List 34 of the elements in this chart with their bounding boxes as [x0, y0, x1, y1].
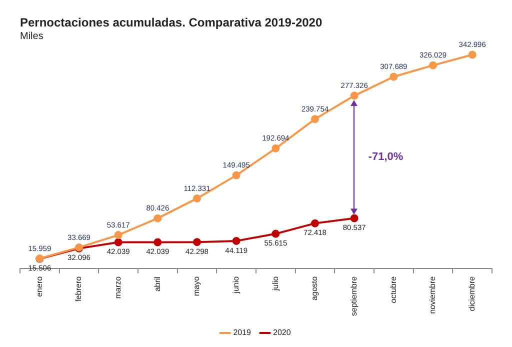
point	[154, 214, 162, 222]
annotation: -71,0%	[368, 150, 404, 163]
point	[468, 50, 476, 59]
x-tick-label: enero	[34, 276, 44, 297]
x-tick-label: diciembre	[468, 276, 477, 312]
x-tick-label: marzo	[114, 276, 123, 299]
x-tick-label: noviembre	[428, 276, 438, 314]
point	[390, 72, 398, 81]
point	[154, 238, 162, 246]
point	[429, 61, 437, 70]
x-tick-label: junio	[232, 276, 241, 294]
point	[114, 238, 122, 246]
x-tick-label: julio	[270, 276, 280, 292]
point	[272, 144, 280, 152]
point	[193, 194, 201, 202]
chart-subtitle: Miles	[20, 31, 44, 42]
point	[350, 92, 358, 100]
point	[350, 214, 358, 222]
point	[232, 171, 240, 180]
legend-label: 2019	[233, 328, 252, 338]
x-tick-label: febrero	[74, 276, 84, 302]
legend-label: 2020	[273, 328, 292, 338]
x-tick-label: abril	[152, 276, 162, 292]
point	[311, 115, 319, 124]
chart-title: Pernoctaciones acumuladas. Comparativa 2019-2020	[20, 16, 322, 30]
point	[272, 230, 280, 238]
point	[232, 236, 240, 245]
x-tick-label: agosto	[310, 276, 320, 300]
x-tick-label: octubre	[388, 276, 398, 304]
point	[114, 231, 122, 240]
x-tick-label: mayo	[192, 276, 202, 296]
x-tick-label: septiembre	[350, 276, 359, 316]
point	[193, 238, 201, 246]
point	[311, 219, 319, 228]
